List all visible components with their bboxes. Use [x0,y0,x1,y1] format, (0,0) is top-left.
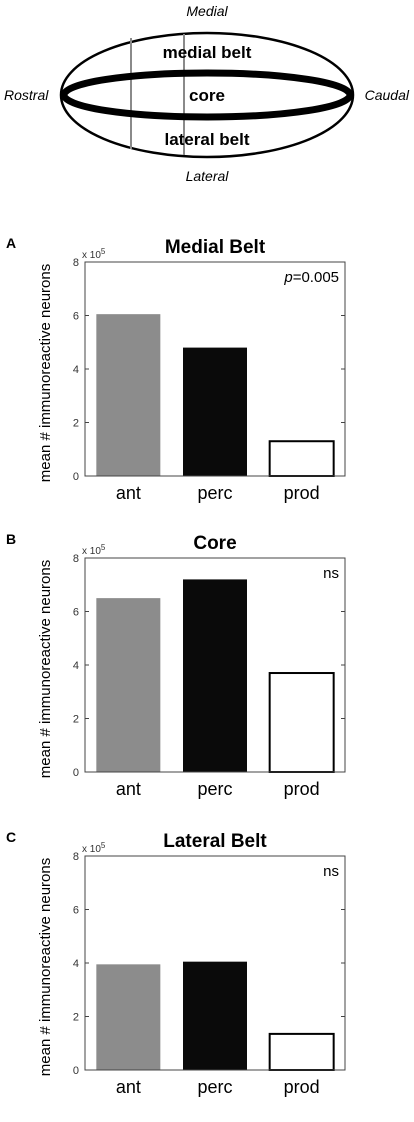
caudal-orientation-label: Caudal [365,87,410,103]
x-tick-label-ant: ant [116,483,141,503]
y-axis-label: mean # immunoreactive neurons [37,858,54,1076]
bar-perc [183,347,247,476]
chart-svg: C Lateral Belt x 105 mean # immunoreactive … [6,829,346,1097]
lateral-orientation-label: Lateral [186,168,230,184]
significance-annotation: ns [323,565,339,582]
bar-prod [268,1032,335,1071]
y-tick-label: 4 [73,958,79,970]
panel-label: A [6,235,16,251]
x-tick-label-prod: prod [284,779,320,799]
chart-svg: B Core x 105 mean # immunoreactive neurons a… [6,531,346,799]
medial-orientation-label: Medial [186,3,228,19]
bar-ant [96,314,161,476]
bar-prod [268,440,335,478]
y-tick-label: 8 [73,553,79,565]
y-tick-label: 4 [73,364,79,376]
panel-label: B [6,531,16,547]
y-multiplier: x 105 [82,247,106,261]
x-tick-label-prod: prod [284,1077,320,1097]
y-tick-label: 2 [73,418,79,430]
bar-ant [96,964,161,1070]
chart-svg: A Medial Belt x 105 mean # immunoreactive n… [6,235,346,503]
x-tick-label-prod: prod [284,483,320,503]
y-tick-label: 0 [73,767,79,779]
rostral-orientation-label: Rostral [4,87,49,103]
y-axis-label: mean # immunoreactive neurons [37,560,54,778]
y-tick-label: 0 [73,1065,79,1077]
medial-belt-label: medial belt [163,43,252,62]
y-tick-label: 6 [73,905,79,917]
chart-title: Lateral Belt [163,831,267,852]
bar-perc [183,961,247,1070]
significance-annotation: p=0.005 [283,269,339,286]
y-multiplier: x 105 [82,543,106,557]
significance-annotation: ns [323,863,339,880]
bar-perc [183,579,247,772]
y-tick-label: 0 [73,471,79,483]
x-tick-label-ant: ant [116,1077,141,1097]
panel-label: C [6,829,16,845]
y-axis-label: mean # immunoreactive neurons [37,264,54,482]
x-tick-label-perc: perc [197,483,232,503]
y-tick-label: 4 [73,660,79,672]
x-tick-label-perc: perc [197,1077,232,1097]
y-tick-label: 2 [73,714,79,726]
y-tick-label: 2 [73,1012,79,1024]
y-tick-label: 6 [73,607,79,619]
chart-title: Core [193,533,236,554]
panel-c: C Lateral Belt x 105 mean # immunoreactive … [0,822,414,1122]
bar-prod [268,672,335,773]
x-tick-label-ant: ant [116,779,141,799]
y-tick-label: 8 [73,257,79,269]
y-tick-label: 8 [73,851,79,863]
lateral-belt-label: lateral belt [164,130,249,149]
chart-title: Medial Belt [165,237,266,258]
auditory-cortex-diagram: medial belt core lateral belt Medial Lat… [4,3,410,184]
bar-ant [96,598,161,772]
core-ellipse [60,69,354,121]
core-label: core [189,86,225,105]
y-tick-label: 6 [73,311,79,323]
panel-a: A Medial Belt x 105 mean # immunoreactive n… [0,228,414,528]
x-tick-label-perc: perc [197,779,232,799]
y-multiplier: x 105 [82,841,106,855]
panel-b: B Core x 105 mean # immunoreactive neurons a… [0,524,414,824]
